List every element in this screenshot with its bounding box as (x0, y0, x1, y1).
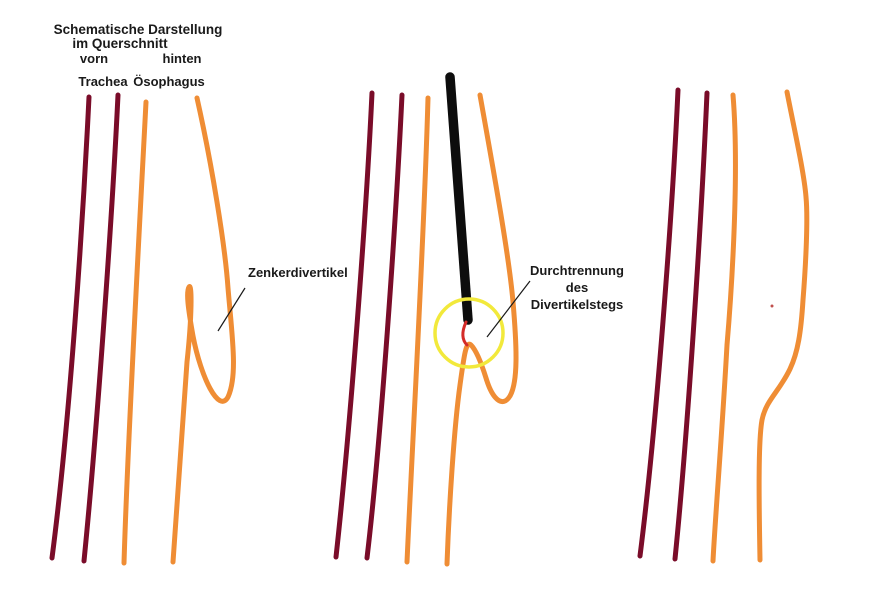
esophagus-posterior-wall-line (756, 89, 810, 563)
trachea-posterior-wall-line (364, 92, 405, 561)
title-line2: im Querschnitt (72, 36, 168, 51)
trachea-posterior-wall-line (672, 90, 710, 562)
durchtrennung-pointer-line (486, 280, 531, 338)
panel-result (637, 87, 810, 564)
zenker-pointer-line (217, 287, 246, 332)
zenker-diverticulum-label: Zenkerdivertikel (248, 265, 348, 280)
durchtrennung-label-line1: Durchtrennung (530, 263, 624, 278)
trachea-anterior-wall-line (637, 87, 681, 559)
cut-mark (461, 320, 469, 347)
orientation-label-front: vorn (80, 51, 108, 66)
trachea-posterior-wall-line (81, 92, 121, 564)
title-line1: Schematische Darstellung (54, 22, 223, 37)
esophagus-posterior-wall-diverticulum-line (170, 95, 236, 565)
durchtrennung-label-line2: des (566, 280, 588, 295)
durchtrennung-label-line3: Divertikelstegs (531, 297, 624, 312)
orientation-label-back: hinten (163, 51, 202, 66)
structure-label-trachea: Trachea (78, 74, 128, 89)
highlight-circle (433, 297, 505, 369)
esophagus-anterior-wall-line (710, 92, 738, 564)
esophagus-anterior-wall-line (121, 99, 149, 566)
stray-mark-dot (770, 304, 774, 308)
panel-transection: Durchtrennung des Divertikelstegs (333, 72, 624, 567)
panel-zenker-diverticulum: Zenkerdivertikel (49, 92, 348, 566)
trachea-anterior-wall-line (49, 94, 92, 561)
trachea-anterior-wall-line (333, 90, 375, 560)
esophagus-anterior-wall-line (404, 95, 431, 565)
endoscope-instrument-rod (445, 72, 473, 325)
diagram-header: Schematische Darstellung im Querschnitt … (54, 22, 223, 89)
esophagus-posterior-wall-diverticulum-line (444, 92, 519, 567)
structure-label-oesophagus: Ösophagus (133, 74, 205, 89)
